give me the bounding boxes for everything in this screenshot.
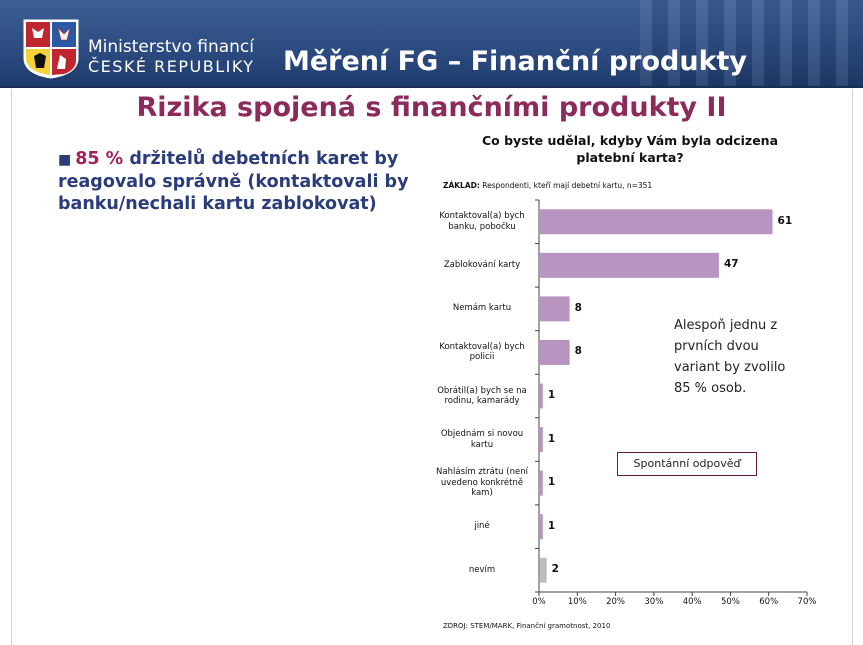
content-frame [11,89,853,645]
x-tick-label: 0% [532,597,546,607]
bar [540,296,570,322]
category-label: jiné [474,521,490,532]
header-banner: Ministerstvo financí ČESKÉ REPUBLIKY Měř… [0,0,863,88]
key-finding-text: držitelů debetních karet by reagovalo sp… [58,149,409,214]
header-title: Měření FG – Finanční produkty [283,46,748,77]
category-label: Kontaktoval(a) bych policii [439,341,525,363]
bar [540,470,543,496]
x-tick-label: 30% [644,597,664,607]
bar-value-label: 2 [551,563,559,576]
bar-value-label: 1 [547,519,556,532]
bar [540,427,543,453]
category-label: Obrátil(a) bych se na rodinu, kamarády [437,385,527,407]
x-tick-label: 20% [606,597,626,607]
bar-value-label: 8 [574,345,582,358]
bar-value-label: 1 [547,432,556,445]
bar [540,557,547,583]
bar [540,209,773,235]
chart-base-text: Respondenti, kteří mají debetní kartu, n… [479,181,653,190]
bar [540,252,719,278]
chart-title: Co byste udělal, kdyby Vám byla odcizena… [481,133,779,165]
ministry-name: Ministerstvo financí ČESKÉ REPUBLIKY [88,37,255,77]
x-tick-label: 50% [720,597,740,607]
category-label: Nahlásím ztrátu (není uvedeno konkrétně … [436,467,528,499]
category-label: Zablokování karty [443,259,521,270]
category-label: Objednám si novou kartu [440,429,524,450]
chart-base: ZÁKLAD: Respondenti, kteří mají debetní … [443,181,652,190]
category-label: Kontaktoval(a) bych banku, pobočku [439,211,525,232]
category-label: Nemám kartu [452,303,512,314]
x-tick-label: 60% [759,597,779,607]
bar-value-label: 47 [723,258,739,271]
page-title: Rizika spojená s finančními produkty II [136,92,727,123]
chart-source: ZDROJ: STEM/MARK, Finanční gramotnost, 2… [443,622,611,630]
bar-value-label: 1 [547,476,556,489]
x-tick-label: 70% [797,597,817,607]
building-photo [640,0,863,88]
bar-value-label: 61 [777,214,793,227]
x-tick-label: 40% [682,597,702,607]
summary-note: Alespoň jednu z prvních dvou variant by … [674,318,786,396]
ministry-line1: Ministerstvo financí [88,37,254,57]
key-finding-percent: 85 % [75,149,124,169]
header-rule [0,86,863,88]
bar [540,339,570,365]
chart-base-label: ZÁKLAD: [443,181,480,190]
x-tick-label: 10% [567,597,587,607]
key-finding: ■ 85 % držitelů debetních karet by reagov… [58,148,418,215]
bullet-square-icon: ■ [58,152,72,168]
category-label: nevím [468,564,496,575]
coat-of-arms-icon [23,19,79,79]
bar-value-label: 8 [574,301,582,314]
bar [540,383,543,409]
ministry-line2: ČESKÉ REPUBLIKY [88,57,255,76]
spontaneous-badge: Spontánní odpověď [617,452,757,476]
bar [540,514,543,540]
bar-value-label: 1 [547,389,556,401]
